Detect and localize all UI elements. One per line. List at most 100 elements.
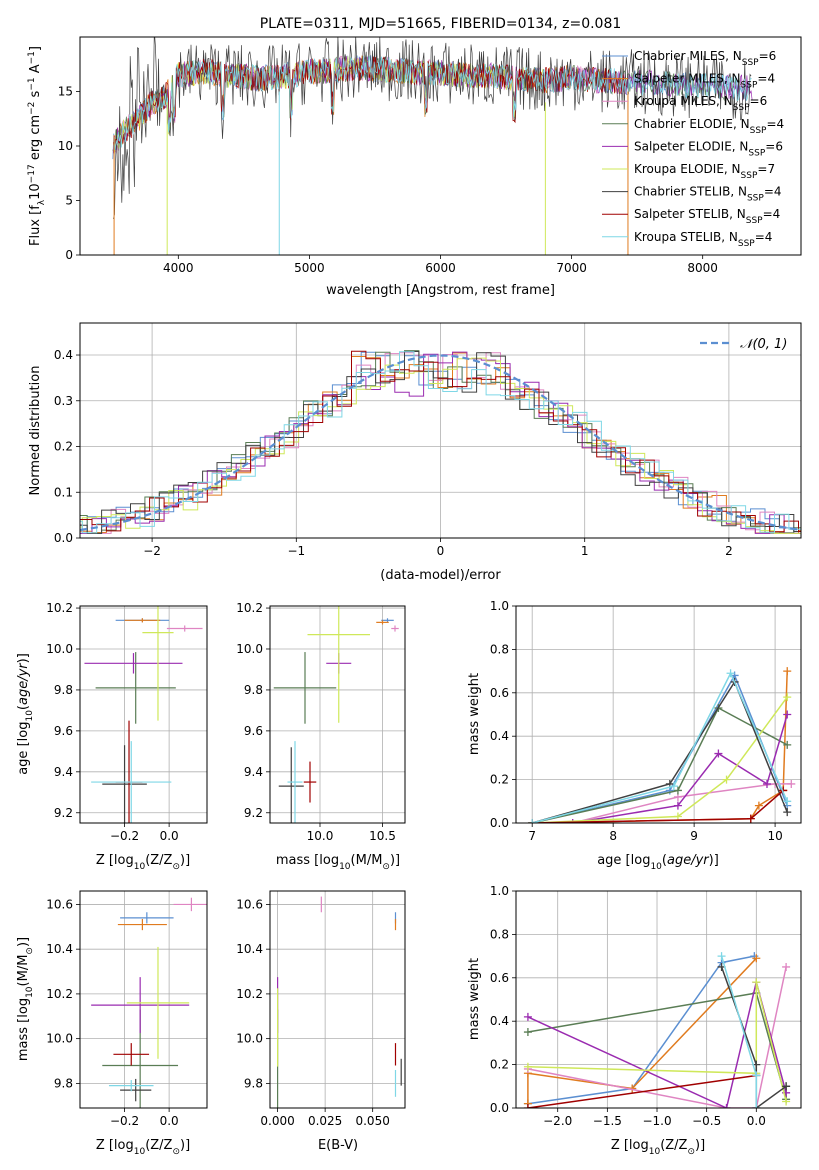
marker-plus [714,749,723,758]
mass-weight-series [527,955,755,1105]
marker-plus [523,1062,532,1071]
legend-entry: 𝒩(0, 1) [740,337,787,352]
label-part: age/yr [16,662,31,705]
label-part: ( [16,705,31,710]
marker-plus [783,797,792,806]
marker-plus [746,814,755,823]
grid-lines [270,606,405,823]
mass-weight-series [720,955,758,1108]
label-part: SSP [741,171,758,181]
x-tick-label: 8000 [687,261,718,275]
mass-weight-series [527,981,787,1102]
plot-area [273,606,399,823]
x-tick-label: 0.0 [160,1114,179,1128]
marker-plus [722,1104,731,1108]
x-tick-label: 2 [725,544,733,558]
label-part: SSP [742,58,759,68]
y-tick-label: 0.2 [490,1058,509,1072]
label-part: 10 [28,183,43,200]
label-part: ] [28,46,43,51]
x-tick-label: −1.0 [642,1114,671,1128]
marker-plus [717,952,726,961]
label-part: =4 [764,185,782,199]
x-tick-label: 0.0 [160,829,179,843]
y-tick-label: 9.8 [54,1076,73,1090]
label-part: age/yr [667,853,710,868]
marker-plus [783,740,792,749]
x-axis-label: Z [log10(Z/Z⊙)] [96,1138,190,1157]
plot-area [91,897,207,1108]
marker-plus [568,819,577,823]
x-tick-label: 10.5 [369,829,396,843]
y-tick-label: 10.0 [46,1032,73,1046]
y-tick-label: 10 [58,139,73,153]
legend-entry: Salpeter MILES, NSSP=4 [634,72,775,91]
plot-area [80,350,801,534]
y-tick-label: 5 [65,194,73,208]
spectrum-panel: 4000 5000 6000 7000 8000 0 5 10 15 [58,36,802,275]
y-tick-label: 0.2 [490,773,509,787]
x-tick-label: 0.000 [260,1114,294,1128]
y-tick-label: 15 [58,85,73,99]
x-tick-label: 9 [690,829,698,843]
x-tick-label: 10.0 [307,829,334,843]
marker-plus [673,801,682,810]
x-tick-label: −2 [143,544,161,558]
label-part: =6 [759,49,777,63]
marker-plus [783,693,792,702]
label-part: 10 [25,710,35,722]
y-tick-label: 0.6 [490,686,509,700]
y-tick-label: 9.4 [244,765,263,779]
chart-title: PLATE=0311, MJD=51665, FIBERID=0134, z=0… [260,16,622,32]
y-tick-label: 0.3 [54,394,73,408]
grid-lines [80,323,801,539]
y-tick-label: 0 [65,248,73,262]
label-part: Flux [f [28,205,43,246]
plot-area [112,37,753,255]
legend-entry: Chabrier STELIB, NSSP=4 [634,185,782,204]
y-tick-label: 10.4 [236,942,263,956]
mass-weight-series [527,1074,757,1108]
x-axis-label: Z [log10(Z/Z⊙)] [611,1138,705,1157]
label-part: )] [16,653,31,663]
plot-area [523,952,791,1108]
mass-weight-series [532,706,788,823]
plot-area [84,606,203,823]
y-axis-label: Normed distribution [28,366,43,496]
label-part: 10 [134,1147,146,1157]
y-tick-label: 0.0 [490,816,509,830]
label-part: Z [log [96,1138,134,1153]
mass-weight-series [527,981,787,1108]
label-part: mass [log [276,853,339,868]
label-part: s [28,90,43,101]
marker-plus [783,710,792,719]
label-part: SSP [738,239,755,249]
grid-lines [80,891,207,1108]
label-part: SSP [746,216,763,226]
label-part: )] [695,1138,705,1153]
label-part: SSP [747,194,764,204]
label-part: ⊙ [382,862,390,872]
x-tick-label: 1 [581,544,589,558]
marker-plus [782,1082,791,1091]
label-part: −1 [27,77,37,90]
histogram-series [80,350,801,533]
histogram-series [80,351,801,534]
x-axis-label: age [log10(age/yr)] [597,853,719,872]
label-part: )] [390,853,400,868]
mass-weight-z-panel: −2.0 −1.5 −1.0 −0.5 0.0 0.0 0.2 0.4 0.6 0.8 1.0 [490,884,802,1128]
y-tick-label: 0.4 [54,348,73,362]
x-tick-label: 8 [609,829,617,843]
mass-vs-ebv-panel: 0.000 0.025 0.050 9.8 10.0 10.2 10.4 10.6 [236,890,406,1128]
x-axis-label: (data-model)/error [380,568,501,583]
x-tick-label: 5000 [294,261,325,275]
marker-plus [762,779,771,788]
residuals-panel: −2 −1 0 1 2 0.0 0.1 0.2 0.3 0.4 [54,322,802,558]
label-part: Salpeter ELODIE, N [634,139,748,153]
plot-area [528,667,796,823]
marker-plus [669,782,678,791]
y-tick-label: 10.0 [236,642,263,656]
marker-plus [673,786,682,795]
y-tick-label: 1.0 [490,599,509,613]
